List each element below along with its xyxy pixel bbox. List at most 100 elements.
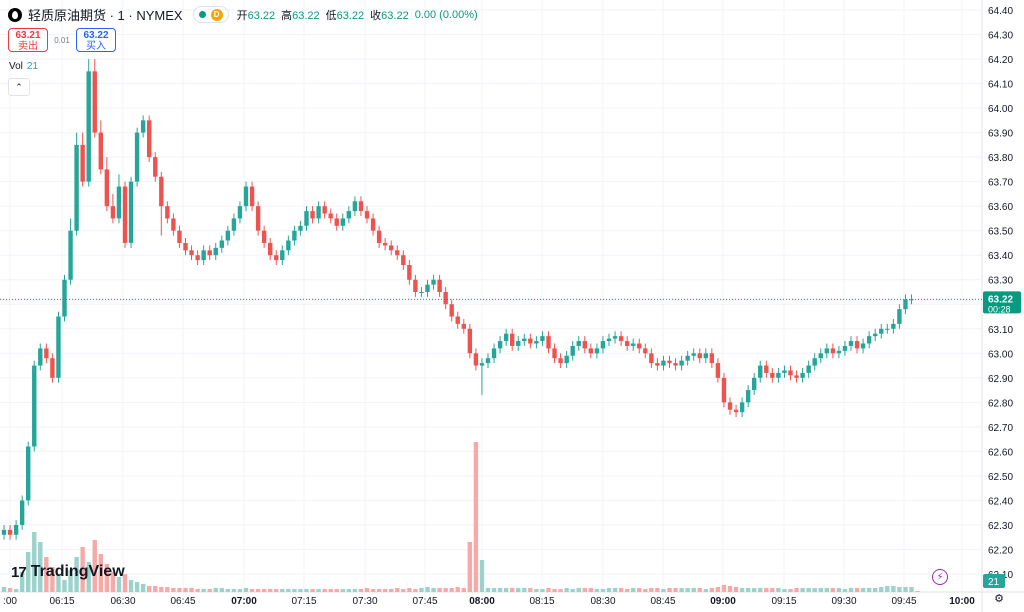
candle [38, 343, 43, 371]
candle-body [177, 230, 182, 243]
candle [697, 348, 702, 364]
volume-bar [116, 577, 122, 592]
spread-value: 0.01 [54, 35, 70, 45]
candle [618, 331, 624, 346]
candle [195, 250, 200, 266]
candle-body [788, 370, 793, 376]
market-status-badge[interactable]: D [192, 6, 229, 23]
candle [116, 174, 122, 224]
volume-bar [19, 572, 25, 592]
candle [98, 120, 103, 175]
candle-body [413, 279, 418, 292]
candle [522, 333, 527, 346]
candle-body [600, 341, 606, 349]
candle-body [582, 341, 587, 349]
candle [328, 208, 333, 224]
candle-body [122, 186, 128, 243]
x-tick-label: 07:30 [352, 596, 377, 607]
volume-bar [328, 589, 333, 592]
candle-body [32, 365, 37, 447]
candle [425, 279, 430, 297]
candle-body [770, 372, 775, 378]
candle [576, 336, 581, 351]
candle-body [268, 242, 273, 256]
y-tick-label: 64.00 [988, 104, 1013, 115]
candle [637, 338, 642, 354]
candle [897, 304, 902, 329]
symbol-legend: 轻质原油期货 · 1 · NYMEX D 开63.22 高63.22 低63.2… [8, 5, 478, 24]
candle-body [612, 336, 618, 339]
candle-body [552, 348, 557, 359]
candle-body [358, 201, 364, 212]
chevron-up-icon[interactable]: ⌃ [8, 78, 30, 96]
candle-body [1, 529, 7, 535]
y-tick-label: 63.80 [988, 153, 1013, 164]
candle-body [165, 206, 170, 219]
candle-body [897, 309, 902, 324]
candle [679, 355, 684, 371]
y-tick-label: 63.60 [988, 202, 1013, 213]
volume-bar [667, 588, 672, 592]
candle [854, 336, 860, 354]
candle [395, 245, 400, 261]
candle [473, 348, 479, 371]
symbol-title[interactable]: 轻质原油期货 · 1 · NYMEX [28, 8, 183, 23]
volume-bar [661, 589, 666, 592]
candle [691, 348, 696, 361]
candle-body [237, 206, 243, 219]
candle-body [213, 247, 218, 256]
candle [546, 331, 551, 354]
candle [588, 343, 594, 359]
candle [74, 132, 79, 236]
x-tick-label: 08:00 [469, 596, 495, 607]
volume-bar [382, 589, 388, 592]
candle-body [782, 370, 787, 373]
candle [147, 115, 152, 163]
volume-bar [528, 588, 533, 592]
buy-button[interactable]: 63.22 买入 [76, 28, 116, 52]
candle-body [879, 328, 884, 334]
y-tick-label: 62.50 [988, 472, 1013, 483]
candle-body [110, 206, 116, 219]
volume-bar [195, 589, 200, 592]
y-tick-label: 64.40 [988, 6, 1013, 17]
sell-button[interactable]: 63.21 卖出 [8, 28, 48, 52]
y-tick-label: 62.70 [988, 423, 1013, 434]
candle-body [727, 402, 733, 410]
candle-body [679, 360, 684, 366]
candle-body [891, 323, 896, 329]
candle [879, 323, 884, 339]
candle [836, 345, 842, 359]
candle-body [643, 348, 648, 354]
x-tick-label: 08:45 [650, 596, 675, 607]
volume-bar [866, 588, 872, 592]
candle [352, 196, 358, 216]
candle [286, 235, 291, 256]
candle-body [19, 500, 25, 525]
candle-body [231, 218, 237, 231]
candle [866, 331, 872, 349]
candles [1, 59, 914, 540]
lightning-icon[interactable]: ⚡ [932, 569, 948, 585]
volume-bar [358, 589, 364, 592]
candle-body [376, 230, 382, 243]
volume-bar [159, 587, 164, 592]
candle [643, 343, 648, 359]
candle [649, 348, 654, 369]
candle [824, 343, 829, 359]
candle [407, 260, 412, 285]
candle-body [673, 363, 678, 366]
volume-bar [280, 589, 285, 592]
tradingview-logo[interactable]: 17 TradingView [11, 563, 125, 581]
volume-bar [225, 589, 231, 592]
volume-bar [673, 588, 678, 592]
candle [631, 338, 636, 351]
candle [437, 274, 442, 297]
volume-bar [147, 586, 152, 592]
candle [346, 206, 352, 224]
gear-icon[interactable]: ⚙ [994, 593, 1004, 605]
volume-bar [558, 589, 563, 592]
candle-body [467, 328, 473, 354]
x-tick-label: 06:15 [49, 596, 74, 607]
